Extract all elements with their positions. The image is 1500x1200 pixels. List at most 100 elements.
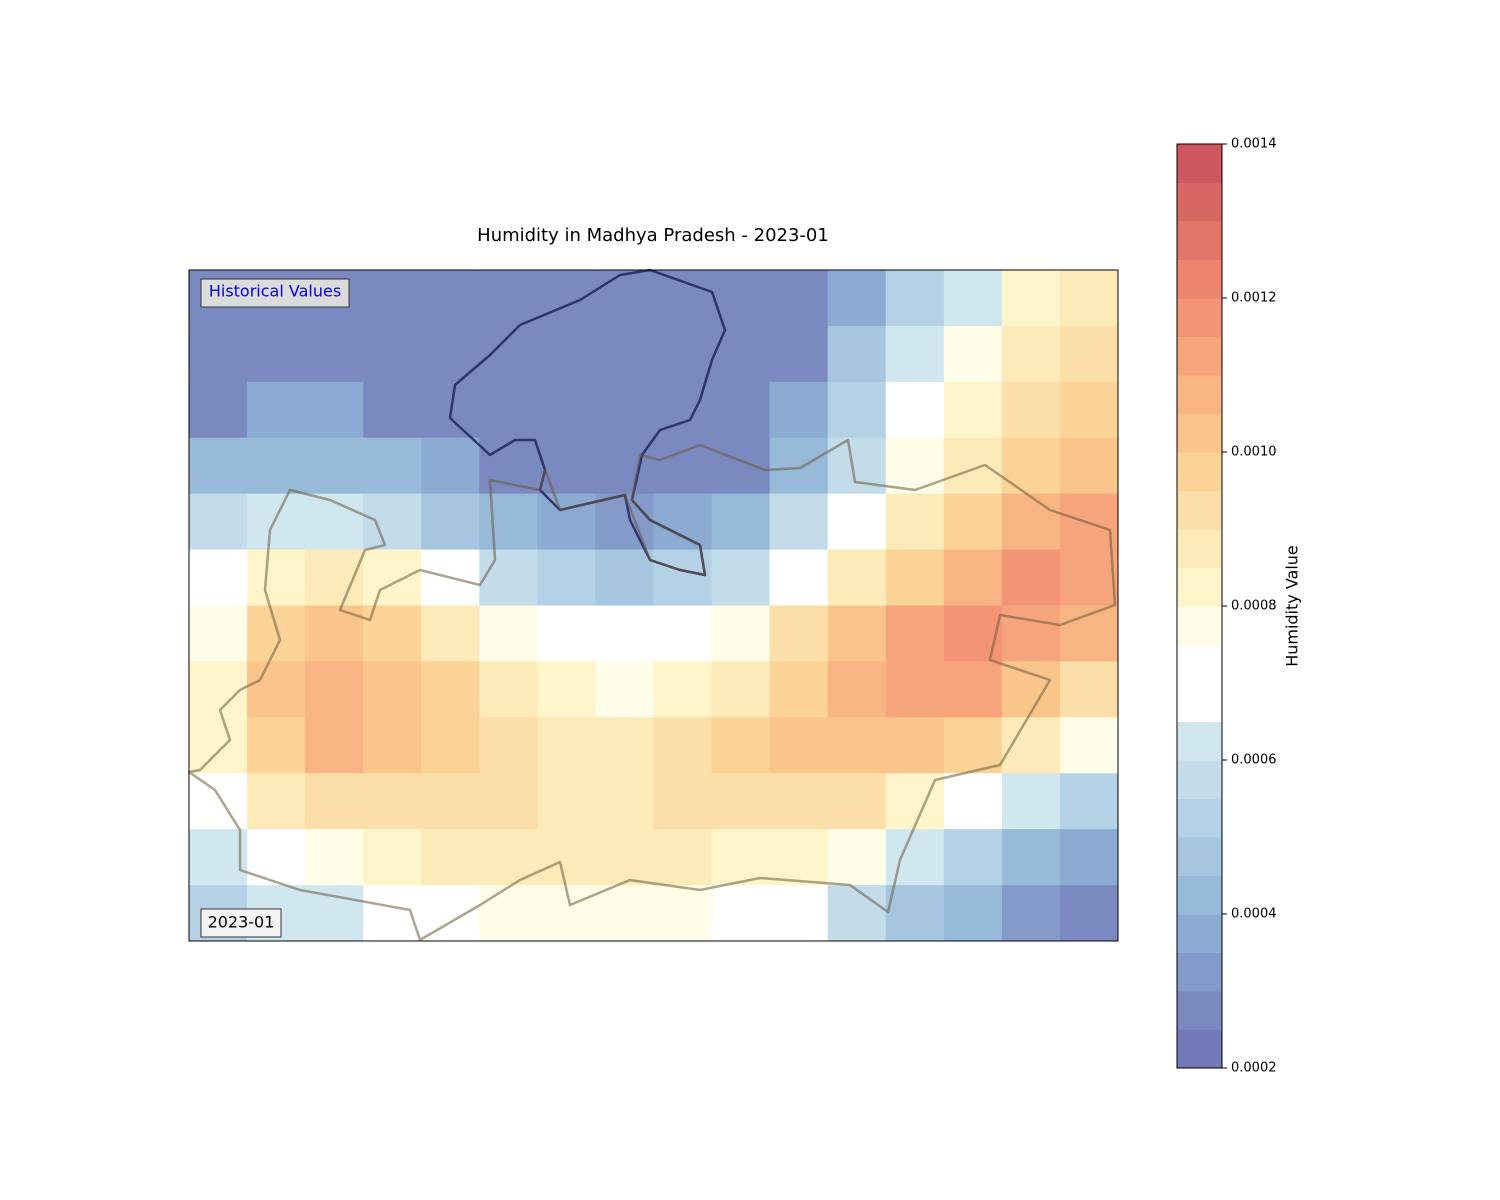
heat-cell <box>189 773 248 830</box>
heat-cell <box>1059 437 1119 495</box>
heat-cell <box>595 270 654 327</box>
colorbar-tick-label: 0.0014 <box>1231 137 1277 152</box>
heat-cell <box>827 381 887 439</box>
heat-cell <box>421 493 480 551</box>
heat-cell <box>189 325 248 383</box>
heat-cell <box>943 661 1003 718</box>
heat-cell <box>189 605 248 662</box>
heat-cell <box>189 661 248 718</box>
heat-cell <box>479 605 538 662</box>
heat-cell <box>653 325 713 383</box>
heat-cell <box>189 437 248 495</box>
colorbar-swatch <box>1177 644 1222 684</box>
heat-cell <box>769 493 829 551</box>
heat-cell <box>421 437 480 495</box>
heat-cell <box>1001 493 1061 551</box>
boundary <box>187 438 1117 942</box>
heat-cell <box>595 325 654 383</box>
heat-cell <box>711 773 771 830</box>
heat-cell <box>769 605 829 662</box>
heat-cell <box>479 717 538 774</box>
heat-cell <box>943 773 1003 830</box>
heat-cell <box>827 773 887 830</box>
heat-cell <box>711 325 771 383</box>
heat-cell <box>421 829 480 886</box>
colorbar-tick-label: 0.0010 <box>1231 445 1277 460</box>
heat-cell <box>305 549 364 606</box>
heatmap <box>189 270 1119 942</box>
heat-cell <box>363 661 422 718</box>
heat-cell <box>247 325 306 383</box>
heat-cell <box>885 605 945 662</box>
heat-cell <box>943 549 1003 606</box>
colorbar-swatch <box>1177 490 1222 530</box>
heat-cell <box>595 549 654 606</box>
heat-cell <box>363 885 422 942</box>
colorbar-swatch <box>1177 336 1222 376</box>
heat-cell <box>885 549 945 606</box>
heat-cell <box>827 661 887 718</box>
colorbar-swatch <box>1177 144 1222 183</box>
heat-cell <box>363 717 422 774</box>
date-box <box>200 908 282 938</box>
heat-cell <box>189 829 248 886</box>
heat-cell <box>1059 325 1119 383</box>
colorbar-swatch <box>1177 606 1222 645</box>
heat-cell <box>885 717 945 774</box>
heat-cell <box>711 493 771 551</box>
heat-cell <box>827 325 887 383</box>
colorbar-swatch <box>1177 798 1222 838</box>
heat-cell <box>479 773 538 830</box>
heat-cell <box>711 605 771 662</box>
heat-cell <box>1059 270 1119 327</box>
heat-cell <box>537 325 596 383</box>
heat-cell <box>595 661 654 718</box>
heat-cell <box>769 717 829 774</box>
heat-cell <box>537 829 596 886</box>
heat-cell <box>1059 717 1119 774</box>
heat-cell <box>1059 549 1119 606</box>
date-label: 2023-01 <box>208 913 275 932</box>
heat-cell <box>711 549 771 606</box>
heat-cell <box>1059 885 1119 942</box>
heat-cell <box>305 885 364 942</box>
heat-cell <box>769 270 829 327</box>
heat-cell <box>479 885 538 942</box>
heat-cell <box>943 605 1003 662</box>
colorbar-tick-label: 0.0008 <box>1231 599 1277 614</box>
heat-cell <box>943 717 1003 774</box>
heat-cell <box>1059 661 1119 718</box>
heat-cell <box>943 493 1003 551</box>
heat-cell <box>769 549 829 606</box>
colorbar-swatch <box>1177 452 1222 491</box>
heat-cell <box>595 381 654 439</box>
colorbar-label: Humidity Value <box>1283 545 1302 667</box>
heat-cell <box>421 661 480 718</box>
heat-cell <box>885 885 945 942</box>
colorbar-tick-label: 0.0012 <box>1231 291 1277 306</box>
colorbar-swatch <box>1177 413 1222 453</box>
heat-cell <box>305 773 364 830</box>
heat-cell <box>653 773 713 830</box>
colorbar-tick-label: 0.0004 <box>1231 907 1277 922</box>
heat-cell <box>943 381 1003 439</box>
colorbar-swatch <box>1177 721 1222 761</box>
heat-cell <box>479 437 538 495</box>
heat-cell <box>537 605 596 662</box>
colorbar-tick-label: 0.0006 <box>1231 753 1277 768</box>
heat-cell <box>305 325 364 383</box>
heat-cell <box>537 437 596 495</box>
heat-cell <box>653 493 713 551</box>
heat-cell <box>943 270 1003 327</box>
state-outline <box>187 268 1117 942</box>
heat-cell <box>653 661 713 718</box>
heat-cell <box>247 605 306 662</box>
heat-cell <box>247 829 306 886</box>
colorbar-swatch <box>1177 952 1222 992</box>
heat-cell <box>363 549 422 606</box>
heat-cell <box>247 381 306 439</box>
heat-cell <box>653 885 713 942</box>
heat-cell <box>595 717 654 774</box>
heat-cell <box>885 829 945 886</box>
